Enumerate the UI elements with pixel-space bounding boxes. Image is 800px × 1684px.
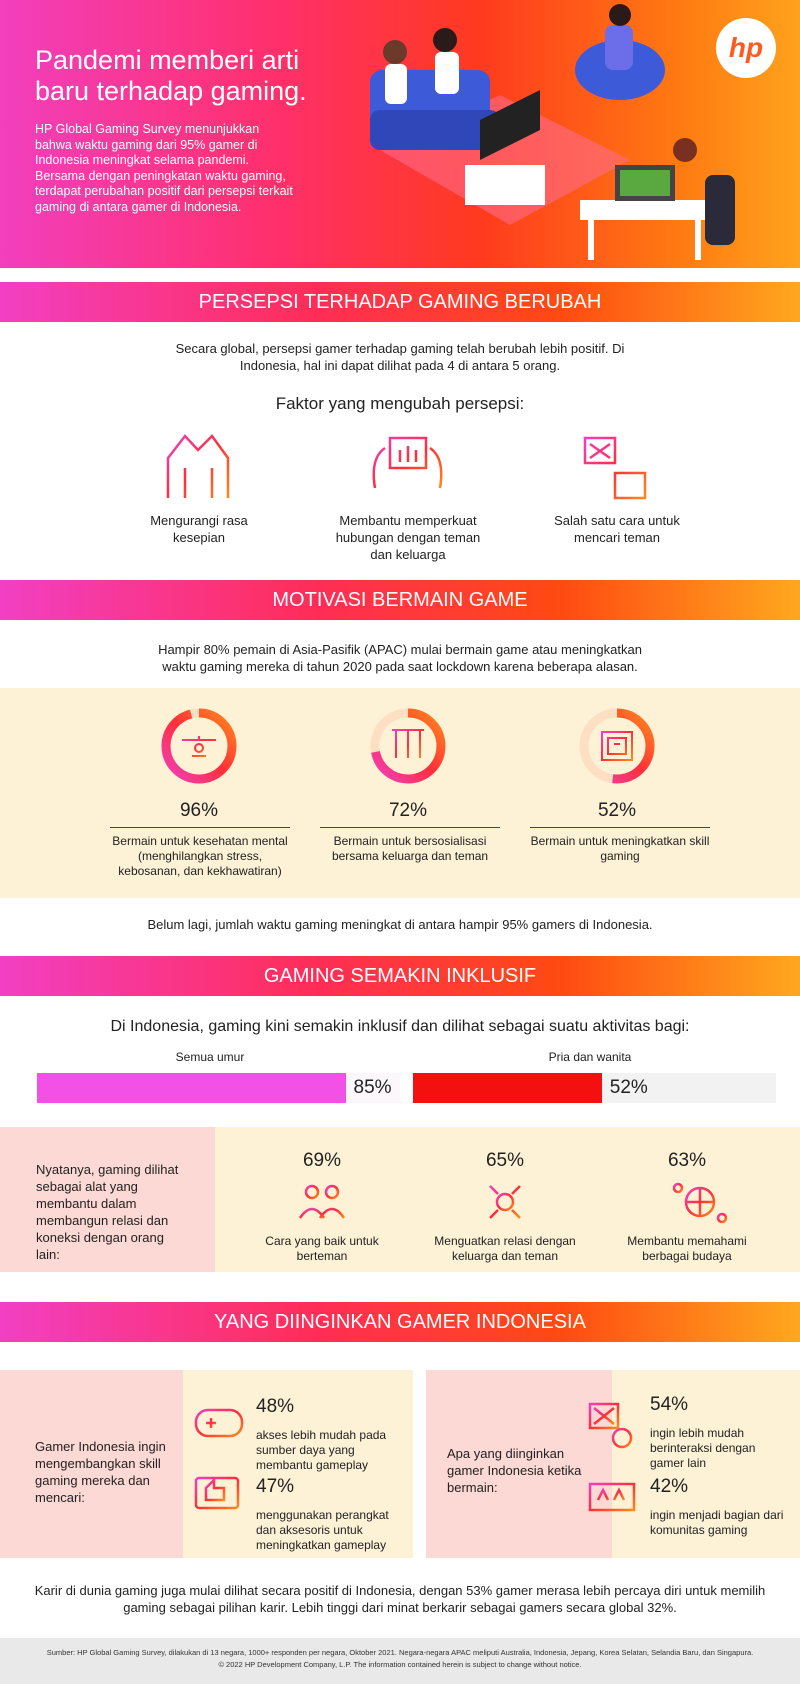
stat-percent: 96% xyxy=(179,800,219,821)
rings xyxy=(161,708,655,784)
want-icons xyxy=(194,1402,636,1512)
divider xyxy=(530,827,710,828)
bar-name: Pria dan wanita xyxy=(548,1050,632,1064)
stat-text: Menguatkan relasi dengan keluarga dan te… xyxy=(434,1234,576,1263)
factor-icons xyxy=(166,434,647,500)
side-panel xyxy=(426,1370,612,1558)
divider xyxy=(110,827,290,828)
stat-text: Cara yang baik untuk berteman xyxy=(265,1234,379,1263)
stat-percent: 69% xyxy=(302,1150,342,1171)
side-text: Gamer Indonesia ingin mengembangkan skil… xyxy=(35,1439,166,1505)
stat-percent: 47% xyxy=(256,1476,295,1497)
hero-illustration xyxy=(370,4,735,260)
stat-text: akses lebih mudah pada sumber daya yang … xyxy=(256,1428,387,1472)
ring xyxy=(370,708,446,784)
stat-icons xyxy=(298,1182,728,1224)
stat-percent: 72% xyxy=(388,800,428,821)
section-heading: GAMING SEMAKIN INKLUSIF xyxy=(0,956,800,996)
ring-arc xyxy=(161,708,237,784)
bar xyxy=(37,1073,346,1103)
factor-label: Salah satu cara untuk mencari teman xyxy=(554,513,680,545)
footer xyxy=(0,1638,800,1684)
ring-arc xyxy=(579,708,655,784)
hero-title: Pandemi memberi arti baru terhadap gamin… xyxy=(35,45,307,106)
note: Belum lagi, jumlah waktu gaming meningka… xyxy=(147,917,653,932)
bar-track xyxy=(413,1073,776,1103)
stats-panel xyxy=(183,1370,413,1558)
section-text: Secara global, persepsi gamer terhadap g… xyxy=(175,341,625,373)
bar-track xyxy=(37,1073,400,1103)
footer-source: Sumber: HP Global Gaming Survey, dilakuk… xyxy=(46,1648,754,1657)
bar-name: Semua umur xyxy=(175,1050,245,1064)
section-heading: YANG DIINGINKAN GAMER INDONESIA xyxy=(0,1302,800,1342)
footer-copyright: © 2022 HP Development Company, L.P. The … xyxy=(218,1660,582,1669)
section-text: Hampir 80% pemain di Asia-Pasifik (APAC)… xyxy=(158,642,642,674)
stat-percent: 48% xyxy=(256,1396,295,1417)
factor-label: Membantu memperkuat hubungan dengan tema… xyxy=(335,513,481,562)
section-text: Di Indonesia, gaming kini semakin inklus… xyxy=(110,1018,690,1035)
bar-label: 52% xyxy=(609,1077,648,1098)
subheading: Faktor yang mengubah persepsi: xyxy=(275,394,525,413)
side-panel xyxy=(0,1370,183,1558)
stat-text: Bermain untuk kesehatan mental (menghila… xyxy=(112,834,288,878)
stats-panel xyxy=(0,688,800,898)
side-text: Apa yang diinginkan gamer Indonesia keti… xyxy=(447,1446,582,1495)
stat-percent: 54% xyxy=(650,1394,689,1415)
stat-text: Bermain untuk bersosialisasi bersama kel… xyxy=(331,834,489,863)
ring-arc xyxy=(370,708,446,784)
stat-percent: 52% xyxy=(597,800,637,821)
factor-label: Mengurangi rasa kesepian xyxy=(150,513,248,545)
bar-label: 85% xyxy=(353,1077,392,1098)
hp-logo: hp xyxy=(716,18,776,78)
stats-panel xyxy=(612,1370,800,1558)
stat-percent: 63% xyxy=(667,1150,707,1171)
stat-text: ingin menjadi bagian dari komunitas gami… xyxy=(650,1508,784,1537)
stat-text: ingin lebih mudah berinteraksi dengan ga… xyxy=(650,1426,756,1470)
section-heading: PERSEPSI TERHADAP GAMING BERUBAH xyxy=(0,282,800,322)
stats-panel xyxy=(215,1127,800,1272)
section-heading: MOTIVASI BERMAIN GAME xyxy=(0,580,800,620)
hero-intro: HP Global Gaming Survey menunjukkan bahw… xyxy=(35,122,293,214)
ring xyxy=(161,708,237,784)
divider xyxy=(320,827,500,828)
ring xyxy=(579,708,655,784)
bar xyxy=(413,1073,602,1103)
stat-text: Bermain untuk meningkatkan skill gaming xyxy=(530,834,710,863)
stat-text: Membantu memahami berbagai budaya xyxy=(627,1234,747,1263)
stat-text: menggunakan perangkat dan aksesoris untu… xyxy=(256,1508,389,1552)
stat-percent: 42% xyxy=(650,1476,689,1497)
stat-percent: 65% xyxy=(485,1150,525,1171)
closing-text: Karir di dunia gaming juga mulai dilihat… xyxy=(34,1583,766,1615)
side-text: Nyatanya, gaming dilihat sebagai alat ya… xyxy=(36,1162,179,1262)
side-panel xyxy=(0,1127,215,1272)
